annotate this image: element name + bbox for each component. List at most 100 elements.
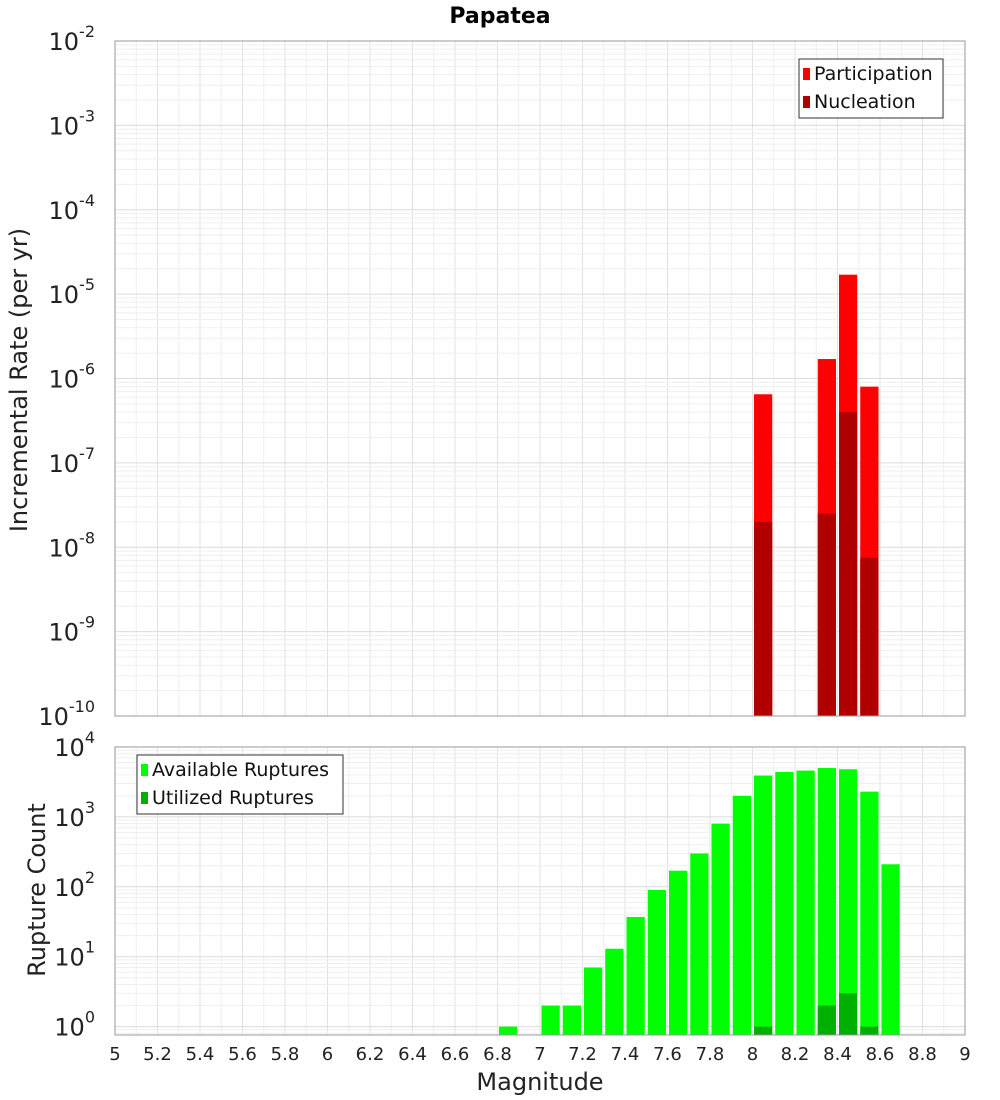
- y-tick-base: 10: [54, 874, 85, 902]
- x-tick-label: 9: [959, 1044, 970, 1065]
- y-tick-exponent: 0: [85, 1008, 95, 1027]
- top-legend: Participation Nucleation: [798, 58, 944, 119]
- x-tick-label: 7.6: [653, 1044, 682, 1065]
- x-tick-label: 6.6: [441, 1044, 470, 1065]
- y-tick-label: 10-9: [49, 613, 96, 647]
- y-tick-label: 101: [54, 938, 95, 972]
- legend-swatch: [803, 96, 810, 108]
- x-tick-label: 5.4: [186, 1044, 215, 1065]
- bottom-bars: [499, 768, 900, 1035]
- bar-available-ruptures: [626, 916, 645, 1035]
- bar-utilized-ruptures: [860, 1026, 879, 1035]
- y-tick-base: 10: [49, 281, 80, 309]
- y-tick-exponent: -2: [79, 22, 95, 41]
- bar-available-ruptures: [775, 771, 794, 1035]
- y-tick-exponent: 4: [85, 728, 95, 747]
- x-tick-label: 8.2: [781, 1044, 810, 1065]
- bar-available-ruptures: [690, 853, 709, 1035]
- bar-available-ruptures: [669, 870, 688, 1035]
- bottom-y-axis-label: Rupture Count: [23, 803, 51, 977]
- y-tick-label: 10-4: [49, 191, 96, 225]
- bar-available-ruptures: [839, 769, 858, 1035]
- y-tick-label: 102: [54, 868, 95, 902]
- y-tick-base: 10: [49, 28, 80, 56]
- y-tick-exponent: -9: [79, 613, 95, 632]
- legend-box: [798, 58, 944, 119]
- x-ticks: 5 5.2 5.4 5.6 5.8 6 6.2 6.4 6.6 6.8 7 7.2 7.4 7.6 7.8 8…: [109, 1044, 970, 1065]
- x-tick-label: 7: [534, 1044, 545, 1065]
- bar-nucleation: [839, 412, 858, 716]
- y-tick-exponent: 2: [85, 868, 95, 887]
- top-grid: [114, 41, 966, 717]
- y-tick-exponent: -8: [79, 528, 95, 547]
- y-tick-base: 10: [49, 197, 80, 225]
- y-tick-label: 10-10: [38, 697, 95, 731]
- top-bars: [754, 274, 879, 716]
- x-tick-label: 7.4: [611, 1044, 640, 1065]
- y-tick-label: 104: [54, 728, 95, 762]
- bar-available-ruptures: [562, 1005, 581, 1035]
- x-tick-label: 6.4: [398, 1044, 427, 1065]
- y-tick-label: 10-7: [49, 444, 96, 478]
- y-tick-base: 10: [54, 804, 85, 832]
- x-tick-label: 8.6: [866, 1044, 895, 1065]
- bottom-plot-border: [114, 746, 966, 1036]
- x-axis-label: Magnitude: [476, 1068, 603, 1096]
- y-tick-label: 10-5: [49, 275, 96, 309]
- bar-utilized-ruptures: [817, 1005, 836, 1035]
- x-tick-label: 5.6: [228, 1044, 257, 1065]
- y-tick-exponent: -10: [69, 697, 95, 716]
- y-tick-base: 10: [49, 366, 80, 394]
- x-tick-label: 7.8: [696, 1044, 725, 1065]
- bar-available-ruptures: [732, 795, 751, 1035]
- bar-available-ruptures: [605, 948, 624, 1035]
- y-tick-base: 10: [38, 703, 69, 731]
- x-tick-label: 8.8: [908, 1044, 937, 1065]
- y-tick-label: 10-8: [49, 528, 96, 562]
- bar-utilized-ruptures: [839, 993, 858, 1035]
- x-tick-label: 5.2: [143, 1044, 172, 1065]
- y-tick-exponent: -5: [79, 275, 95, 294]
- legend-label: Participation: [814, 63, 933, 85]
- legend-box: [136, 754, 344, 815]
- bar-available-ruptures: [754, 775, 773, 1035]
- legend-label: Utilized Ruptures: [152, 787, 314, 809]
- x-tick-label: 8.4: [823, 1044, 852, 1065]
- bar-available-ruptures: [541, 1005, 560, 1035]
- bar-available-ruptures: [881, 864, 900, 1035]
- x-tick-label: 5: [109, 1044, 120, 1065]
- bar-nucleation: [860, 557, 879, 716]
- y-tick-base: 10: [49, 534, 80, 562]
- legend-label: Nucleation: [814, 91, 916, 113]
- bar-available-ruptures: [796, 770, 815, 1035]
- x-tick-label: 6: [322, 1044, 333, 1065]
- y-tick-label: 10-2: [49, 22, 96, 56]
- bar-available-ruptures: [860, 791, 879, 1035]
- bar-available-ruptures: [584, 967, 603, 1035]
- legend-swatch: [141, 764, 148, 776]
- legend-swatch: [803, 68, 810, 80]
- top-y-axis-label: Incremental Rate (per yr): [5, 228, 33, 532]
- y-tick-label: 10-6: [49, 360, 96, 394]
- x-tick-label: 5.8: [271, 1044, 300, 1065]
- top-plot-border: [114, 40, 966, 717]
- bar-available-ruptures: [499, 1026, 518, 1035]
- bar-nucleation: [817, 513, 836, 716]
- y-tick-exponent: -6: [79, 360, 95, 379]
- legend-swatch: [141, 792, 148, 804]
- bar-utilized-ruptures: [754, 1026, 773, 1035]
- y-tick-base: 10: [54, 734, 85, 762]
- x-tick-label: 6.2: [356, 1044, 385, 1065]
- bottom-legend: Available Ruptures Utilized Ruptures: [136, 754, 344, 815]
- bar-available-ruptures: [817, 768, 836, 1035]
- y-tick-exponent: -3: [79, 106, 95, 125]
- bar-available-ruptures: [711, 823, 730, 1035]
- bar-available-ruptures: [647, 890, 666, 1035]
- y-tick-base: 10: [49, 450, 80, 478]
- y-tick-exponent: -7: [79, 444, 95, 463]
